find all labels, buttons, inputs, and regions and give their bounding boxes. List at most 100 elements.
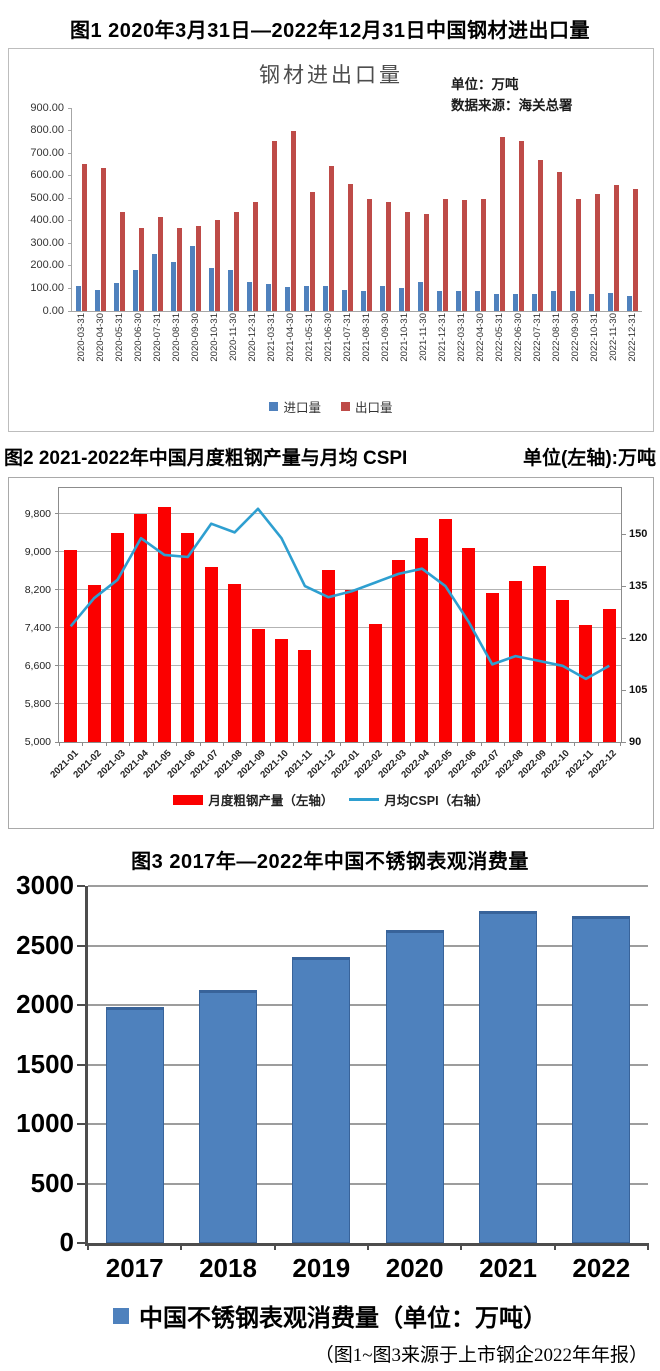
x-axis-tick	[269, 742, 271, 746]
y-axis-label: 900.00	[30, 101, 64, 114]
export-bar	[120, 211, 125, 311]
chart1-plot-area: 0.00 100.00 200.00 300.00 400.00 500.00 600.00…	[30, 102, 642, 362]
y-axis-label: 1000	[16, 1108, 74, 1138]
x-axis-label: 2021-08-31	[360, 313, 372, 362]
y-axis-label: 2000	[16, 989, 74, 1019]
left-axis-tick	[55, 551, 59, 553]
x-axis-label: 2021-11-30	[417, 313, 429, 361]
production-bar	[555, 600, 569, 742]
x-axis-label: 2020-07-31	[151, 313, 163, 362]
x-axis-tick	[59, 742, 60, 746]
x-axis-label: 2021-10-31	[398, 313, 410, 362]
chart1-title: 钢材进出口量	[259, 64, 403, 87]
left-axis-tick	[55, 589, 59, 591]
production-bar	[228, 584, 242, 742]
y-axis-label: 500	[30, 1167, 74, 1198]
x-axis-label: 2021-06-30	[322, 313, 334, 362]
production-bar	[579, 625, 593, 742]
consumption-legend-swatch	[113, 1307, 129, 1324]
consumption-bar	[292, 957, 351, 1243]
import-bar	[361, 290, 366, 311]
import-bar	[247, 281, 252, 311]
x-axis-tick	[340, 742, 341, 746]
gridline	[59, 551, 621, 553]
x-axis-tick	[433, 742, 435, 746]
export-bar	[614, 184, 619, 311]
cspi-legend-swatch	[349, 798, 380, 801]
y-axis-tick	[77, 1004, 85, 1006]
figure2-caption: 图2 2021-2022年中国月度粗钢产量与月均 CSPI	[4, 448, 408, 469]
import-bar	[380, 285, 385, 311]
consumption-bar	[572, 915, 631, 1243]
production-bar	[321, 569, 335, 742]
left-axis-label: 7,400	[24, 621, 51, 634]
export-bar	[557, 171, 562, 311]
y-axis-label: 2500	[16, 929, 74, 960]
export-legend-swatch	[341, 402, 350, 411]
import-legend-swatch	[269, 402, 279, 411]
left-axis-tick	[55, 627, 59, 629]
left-axis-label: 5,800	[24, 697, 51, 710]
export-bar	[329, 165, 334, 311]
y-axis-tick	[77, 1063, 85, 1066]
y-axis-label: 1500	[16, 1048, 74, 1079]
gridline	[88, 885, 648, 887]
x-axis-label: 2022-10-31	[588, 313, 600, 362]
production-bar	[181, 533, 195, 742]
x-axis-tick	[222, 742, 224, 746]
x-axis-tick	[553, 1243, 556, 1250]
export-bar	[367, 198, 372, 311]
import-bar	[627, 296, 632, 311]
production-legend-swatch	[173, 794, 204, 805]
export-bar	[424, 214, 429, 311]
legend-item-imports: 进口量	[269, 397, 321, 416]
consumption-legend-label: 中国不锈钢表观消费量（单位：万吨）	[139, 1305, 547, 1332]
x-axis-label: 2021-03-31	[265, 313, 277, 362]
right-axis-label: 150	[629, 528, 648, 541]
export-bar	[234, 211, 239, 311]
x-axis-label: 2022-05-31	[493, 313, 505, 362]
y-axis-tick	[77, 1242, 85, 1244]
x-axis-tick	[386, 742, 388, 746]
export-bar	[633, 189, 638, 311]
chart1-source-note: 数据来源：海关总署	[451, 98, 573, 113]
x-axis-label: 2022-04-30	[474, 313, 486, 362]
x-axis-tick	[574, 742, 576, 746]
y-axis-label: 0.00	[42, 304, 64, 317]
import-bar	[342, 290, 347, 311]
x-axis-tick	[410, 742, 412, 746]
export-bar	[253, 201, 258, 311]
export-bar	[177, 228, 182, 311]
y-axis-tick	[68, 130, 72, 132]
production-bar	[345, 589, 359, 742]
import-bar	[209, 268, 214, 311]
production-bar	[485, 592, 499, 742]
x-axis-tick	[180, 1243, 183, 1250]
export-bar	[538, 160, 543, 311]
y-axis-tick	[77, 944, 85, 947]
import-bar	[589, 293, 594, 311]
right-axis-label: 120	[629, 632, 648, 645]
export-bar	[595, 193, 600, 311]
gridline	[59, 589, 621, 591]
import-bar	[114, 283, 119, 311]
chart1-unit-note: 单位：万吨	[451, 77, 519, 92]
import-bar	[532, 294, 537, 311]
chart1-frame: 钢材进出口量 单位：万吨 数据来源：海关总署 0.00 100.00 200.00 3…	[8, 48, 654, 432]
cspi-legend-label: 月均CSPI（右轴）	[384, 794, 489, 808]
y-axis-tick	[68, 107, 72, 109]
cspi-line-path	[69, 507, 610, 681]
y-axis-tick	[68, 242, 72, 244]
export-bar	[348, 183, 353, 311]
figure2-caption-row: 图2 2021-2022年中国月度粗钢产量与月均 CSPI 单位(左轴):万吨	[0, 443, 660, 470]
x-axis-tick	[597, 742, 599, 746]
y-axis-tick	[77, 885, 85, 887]
y-axis-tick	[68, 152, 72, 154]
gridline	[88, 944, 648, 947]
left-axis-tick	[55, 741, 59, 743]
x-axis-label: 2019	[292, 1253, 351, 1283]
y-axis-tick	[68, 287, 72, 289]
right-axis-tick	[621, 741, 626, 743]
chart2-frame: 5,000 5,800 6,600 7,400 8,200 9,000 9,800 90 105…	[8, 477, 654, 829]
y-axis-label: 600.00	[30, 169, 64, 182]
